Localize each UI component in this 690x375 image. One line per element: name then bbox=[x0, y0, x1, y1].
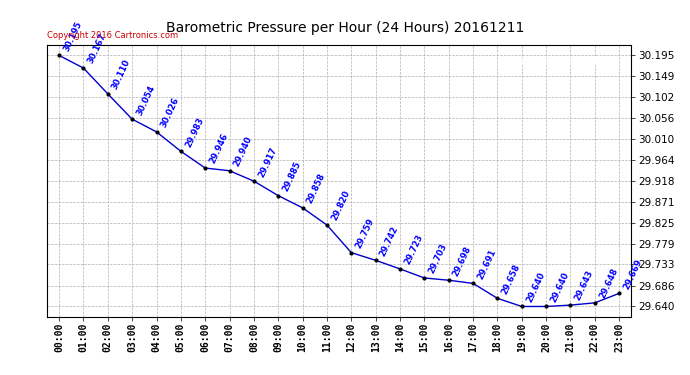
Text: 29.759: 29.759 bbox=[354, 217, 376, 250]
Text: 29.658: 29.658 bbox=[500, 262, 522, 296]
Text: 30.110: 30.110 bbox=[110, 58, 132, 91]
Text: 29.640: 29.640 bbox=[524, 270, 546, 304]
Text: 29.703: 29.703 bbox=[427, 242, 449, 275]
Text: 30.167: 30.167 bbox=[86, 32, 108, 65]
Text: 29.723: 29.723 bbox=[403, 233, 424, 266]
Text: Copyright 2016 Cartronics.com: Copyright 2016 Cartronics.com bbox=[47, 31, 178, 40]
Text: 29.698: 29.698 bbox=[451, 244, 473, 278]
Text: 29.643: 29.643 bbox=[573, 269, 595, 302]
Text: 29.858: 29.858 bbox=[306, 172, 327, 205]
Text: 29.885: 29.885 bbox=[281, 160, 303, 193]
Text: 29.820: 29.820 bbox=[330, 189, 351, 222]
Text: 29.983: 29.983 bbox=[184, 116, 206, 148]
Text: 29.691: 29.691 bbox=[476, 248, 497, 280]
Text: 29.640: 29.640 bbox=[549, 270, 571, 304]
Text: 29.940: 29.940 bbox=[233, 135, 254, 168]
Text: 29.648: 29.648 bbox=[598, 267, 620, 300]
Text: Barometric Pressure per Hour (24 Hours) 20161211: Barometric Pressure per Hour (24 Hours) … bbox=[166, 21, 524, 34]
Text: 30.054: 30.054 bbox=[135, 83, 157, 116]
Text: 29.917: 29.917 bbox=[257, 146, 279, 178]
Text: 30.195: 30.195 bbox=[62, 20, 83, 53]
Text: 29.669: 29.669 bbox=[622, 257, 644, 291]
Text: 29.742: 29.742 bbox=[378, 224, 400, 258]
Text: 30.026: 30.026 bbox=[159, 96, 181, 129]
Text: 29.946: 29.946 bbox=[208, 132, 230, 165]
